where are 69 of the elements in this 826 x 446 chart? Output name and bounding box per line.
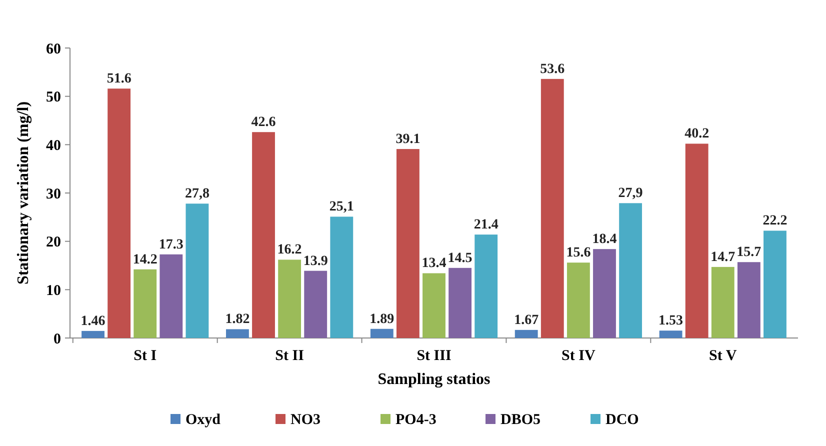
bar bbox=[514, 330, 538, 338]
bar bbox=[566, 262, 590, 338]
data-label: 22.2 bbox=[762, 214, 788, 229]
data-label: 15.6 bbox=[566, 246, 591, 261]
data-label: 42.6 bbox=[251, 115, 276, 130]
x-tick-label: St V bbox=[709, 348, 737, 364]
bar bbox=[659, 330, 682, 338]
x-tick-label: St II bbox=[275, 348, 304, 364]
y-tick-label: 0 bbox=[54, 331, 61, 348]
data-label: 13.4 bbox=[422, 256, 446, 272]
legend-label: NO3 bbox=[290, 412, 320, 428]
bar bbox=[226, 329, 249, 338]
bar bbox=[593, 249, 616, 338]
x-tick-label: St III bbox=[416, 348, 452, 364]
bar bbox=[160, 254, 183, 338]
y-tick-label: 10 bbox=[46, 282, 61, 299]
bar bbox=[737, 262, 760, 338]
data-label: 1.82 bbox=[225, 312, 250, 328]
bar bbox=[82, 330, 104, 338]
bar bbox=[764, 230, 786, 338]
data-label: 27,9 bbox=[618, 186, 643, 202]
data-label: 15.7 bbox=[736, 245, 762, 260]
bar bbox=[304, 270, 328, 338]
y-tick-label: 30 bbox=[46, 186, 61, 202]
data-label: 51.6 bbox=[106, 72, 132, 87]
data-label: 1.89 bbox=[370, 312, 394, 327]
bar bbox=[540, 78, 564, 338]
y-axis-title: Stationary variation (mg/l) bbox=[15, 101, 32, 285]
y-tick-label: 20 bbox=[46, 234, 61, 251]
data-label: 18.4 bbox=[592, 232, 617, 248]
data-label: 1.67 bbox=[514, 312, 539, 328]
x-axis-title: Sampling statios bbox=[378, 371, 490, 388]
x-tick-label: St I bbox=[134, 348, 157, 364]
x-tick-label: St IV bbox=[562, 348, 596, 364]
data-label: 14.5 bbox=[448, 250, 472, 266]
data-label: 40.2 bbox=[684, 126, 710, 142]
data-label: 21.4 bbox=[474, 218, 498, 233]
bar bbox=[619, 203, 642, 338]
data-label: 13.9 bbox=[303, 254, 328, 269]
bar bbox=[396, 149, 420, 338]
bar bbox=[685, 144, 708, 338]
data-label: 16.2 bbox=[277, 242, 302, 258]
bar bbox=[278, 260, 302, 338]
legend-label: DCO bbox=[606, 412, 639, 428]
data-label: 17.3 bbox=[158, 237, 184, 252]
data-label: 25,1 bbox=[329, 200, 354, 215]
legend-label: Oxyd bbox=[186, 412, 222, 428]
y-tick-label: 40 bbox=[46, 138, 61, 154]
bar bbox=[474, 234, 498, 338]
data-label: 39.1 bbox=[396, 132, 420, 148]
data-label: 1.46 bbox=[80, 314, 106, 329]
bar bbox=[252, 132, 275, 338]
data-label: 1.53 bbox=[658, 314, 684, 329]
bar bbox=[422, 273, 446, 338]
legend-label: PO4-3 bbox=[396, 412, 436, 428]
bar bbox=[711, 266, 734, 338]
bar bbox=[134, 269, 157, 338]
legend-label: DBO5 bbox=[500, 412, 541, 428]
y-tick-label: 50 bbox=[46, 90, 61, 106]
bar bbox=[330, 216, 354, 338]
data-label: 27,8 bbox=[184, 186, 210, 202]
data-label: 53.6 bbox=[540, 62, 565, 77]
bar bbox=[186, 204, 209, 338]
bar bbox=[108, 88, 131, 338]
y-tick-label: 60 bbox=[46, 41, 61, 58]
bar bbox=[448, 268, 472, 338]
data-label: 14.7 bbox=[710, 250, 736, 265]
data-label: 14.2 bbox=[132, 252, 158, 268]
bar bbox=[370, 328, 394, 338]
